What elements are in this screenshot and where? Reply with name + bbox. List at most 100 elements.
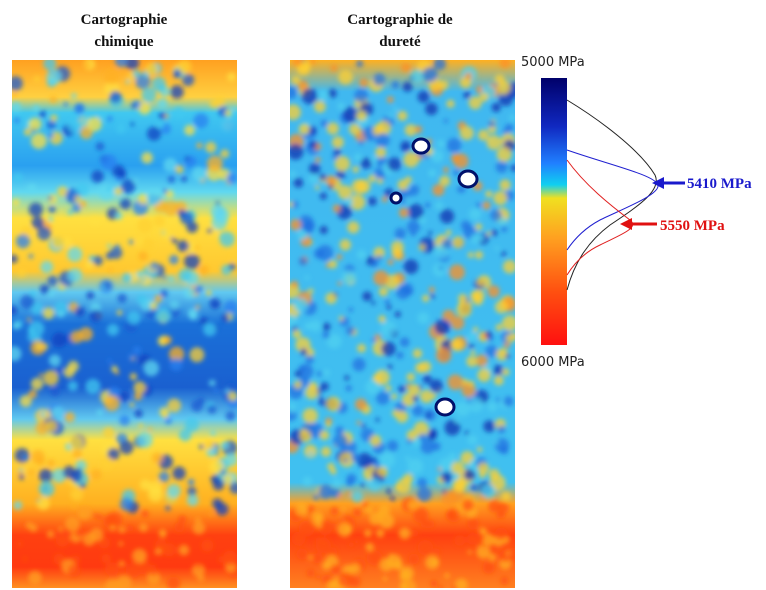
texture-blob bbox=[146, 126, 162, 141]
texture-blob bbox=[388, 553, 393, 558]
texture-blob bbox=[475, 354, 488, 367]
texture-blob bbox=[149, 301, 158, 310]
texture-blob bbox=[293, 177, 304, 188]
texture-blob bbox=[35, 421, 49, 435]
texture-blob bbox=[43, 370, 59, 386]
texture-blob bbox=[291, 75, 301, 85]
texture-blob bbox=[146, 189, 162, 205]
texture-blob bbox=[212, 498, 223, 509]
texture-blob bbox=[368, 174, 377, 183]
texture-blob bbox=[375, 417, 380, 422]
texture-blob bbox=[67, 246, 83, 262]
texture-blob bbox=[71, 203, 81, 213]
texture-blob bbox=[483, 420, 496, 433]
texture-blob bbox=[332, 478, 342, 488]
texture-blob bbox=[206, 155, 223, 172]
texture-blob bbox=[358, 139, 364, 146]
texture-blob bbox=[63, 102, 69, 107]
texture-blob bbox=[399, 582, 408, 588]
texture-blob bbox=[485, 331, 493, 339]
texture-blob bbox=[12, 76, 23, 91]
texture-blob bbox=[306, 569, 315, 578]
texture-blob bbox=[147, 427, 153, 432]
texture-blob bbox=[150, 262, 158, 270]
texture-blob bbox=[496, 80, 511, 95]
texture-blob bbox=[100, 457, 114, 470]
texture-blob bbox=[330, 564, 341, 575]
texture-blob bbox=[105, 579, 120, 588]
texture-blob bbox=[426, 412, 432, 418]
texture-blob bbox=[12, 92, 18, 97]
texture-blob bbox=[23, 128, 32, 136]
texture-blob bbox=[498, 217, 508, 227]
texture-blob bbox=[210, 474, 220, 484]
map-title: chimique bbox=[94, 34, 154, 50]
texture-blob bbox=[499, 179, 511, 191]
texture-blob bbox=[422, 294, 430, 302]
texture-blob bbox=[18, 474, 25, 480]
texture-blob bbox=[493, 191, 508, 206]
texture-blob bbox=[308, 288, 314, 294]
texture-blob bbox=[408, 384, 421, 397]
texture-blob bbox=[136, 270, 144, 278]
texture-blob bbox=[290, 104, 301, 121]
texture-blob bbox=[304, 444, 318, 458]
texture-blob bbox=[308, 451, 314, 456]
texture-blob bbox=[376, 391, 390, 405]
texture-blob bbox=[178, 268, 192, 282]
texture-blob bbox=[70, 487, 84, 501]
texture-blob bbox=[323, 369, 330, 377]
texture-blob bbox=[320, 446, 332, 457]
texture-blob bbox=[12, 346, 22, 362]
texture-blob bbox=[354, 398, 367, 411]
texture-blob bbox=[500, 576, 509, 585]
texture-blob bbox=[20, 294, 35, 309]
texture-blob bbox=[407, 220, 420, 234]
texture-blob bbox=[429, 379, 443, 393]
texture-blob bbox=[107, 323, 119, 336]
texture-blob bbox=[184, 156, 190, 161]
texture-blob bbox=[337, 185, 353, 200]
texture-blob bbox=[200, 317, 208, 326]
texture-blob bbox=[477, 129, 489, 141]
texture-blob bbox=[186, 494, 199, 507]
texture-blob bbox=[455, 401, 471, 417]
texture-blob bbox=[138, 102, 151, 115]
texture-blob bbox=[442, 309, 455, 323]
texture-blob bbox=[48, 354, 61, 367]
texture-blob bbox=[461, 382, 476, 398]
texture-blob bbox=[469, 208, 482, 221]
texture-blob bbox=[371, 259, 379, 268]
texture-blob bbox=[214, 95, 226, 107]
texture-blob bbox=[468, 397, 484, 413]
texture-blob bbox=[196, 142, 203, 149]
texture-blob bbox=[107, 358, 112, 363]
texture-blob bbox=[434, 319, 451, 335]
texture-blob bbox=[164, 417, 172, 425]
texture-blob bbox=[325, 421, 332, 428]
texture-blob bbox=[109, 525, 116, 531]
texture-blob bbox=[369, 434, 382, 447]
texture-blob bbox=[379, 558, 393, 572]
texture-blob bbox=[302, 476, 312, 486]
texture-blob bbox=[45, 420, 58, 432]
texture-blob bbox=[102, 427, 115, 439]
texture-blob bbox=[482, 533, 495, 547]
texture-blob bbox=[98, 536, 110, 549]
texture-blob bbox=[401, 392, 416, 407]
texture-blob bbox=[410, 69, 425, 84]
texture-blob bbox=[293, 380, 302, 389]
texture-blob bbox=[399, 337, 410, 348]
texture-blob bbox=[397, 179, 409, 191]
texture-blob bbox=[89, 527, 104, 542]
texture-blob bbox=[337, 281, 342, 286]
texture-blob bbox=[407, 458, 424, 475]
texture-blob bbox=[392, 106, 398, 112]
texture-blob bbox=[496, 511, 504, 519]
texture-blob bbox=[166, 484, 181, 498]
texture-blob bbox=[224, 300, 237, 314]
texture-blob bbox=[361, 423, 366, 429]
texture-blob bbox=[333, 433, 348, 449]
texture-blob bbox=[501, 251, 507, 257]
texture-blob bbox=[46, 69, 62, 85]
